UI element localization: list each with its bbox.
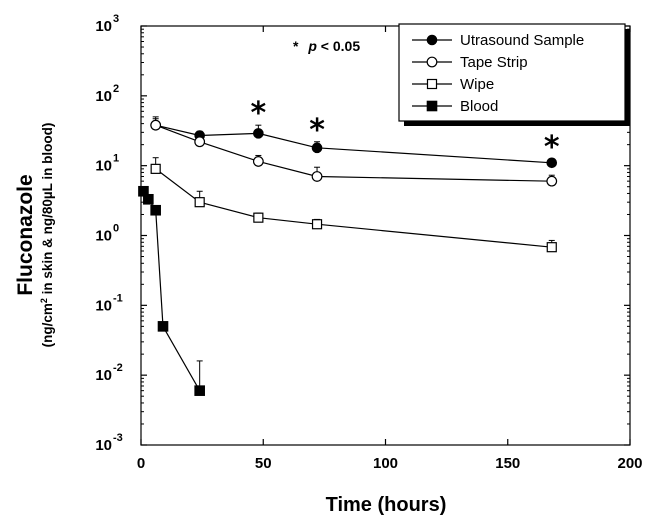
y-tick-exponent: 3 [113, 13, 119, 25]
data-point [426, 100, 438, 112]
x-tick-label: 100 [373, 455, 398, 472]
data-point [426, 78, 438, 90]
data-point [150, 163, 161, 174]
y-tick-label: 10 [95, 18, 112, 35]
legend-item: Utrasound Sample [412, 32, 584, 49]
annotation-star: * [293, 38, 299, 54]
data-point [546, 175, 558, 187]
significance-star: * [544, 130, 560, 165]
x-tick-label: 50 [255, 455, 272, 472]
x-tick-label: 150 [495, 455, 520, 472]
legend-item: Blood [412, 98, 498, 115]
legend-label: Blood [460, 98, 498, 115]
y-tick-label: 10 [95, 437, 112, 454]
y-tick-label: 10 [95, 88, 112, 105]
data-point [150, 119, 162, 131]
data-point [194, 136, 206, 148]
y-tick-exponent: 2 [113, 83, 119, 95]
y-subtitle-part: (ng/cm [40, 303, 55, 347]
y-tick-exponent: 0 [113, 223, 119, 235]
data-point [253, 212, 264, 223]
data-point [426, 56, 438, 68]
y-tick-label: 10 [95, 158, 112, 175]
x-tick-label: 200 [617, 455, 642, 472]
data-point [143, 193, 154, 205]
y-axis-title: Fluconazole [14, 174, 37, 295]
significance-star: * [251, 96, 267, 131]
data-point [546, 157, 558, 169]
data-point [253, 128, 264, 139]
y-tick-exponent: -2 [113, 362, 123, 374]
series-line [155, 168, 552, 248]
y-tick-exponent: 1 [113, 153, 119, 165]
p-value-annotation: * p < 0.05 [293, 38, 360, 54]
data-point [150, 204, 161, 216]
y-tick-label: 10 [95, 297, 112, 314]
data-point [157, 321, 169, 332]
y-subtitle-mu: µ [40, 191, 55, 199]
data-point [194, 197, 205, 208]
y-subtitle-superscript: 2 [39, 298, 49, 303]
x-axis-title: Time (hours) [326, 494, 447, 516]
data-point [546, 242, 557, 253]
series-line [155, 124, 552, 182]
data-point [311, 142, 323, 154]
series-open-circle [150, 118, 558, 187]
significance-stars: * * * [251, 96, 560, 165]
legend-label: Wipe [460, 76, 494, 93]
y-axis-subtitle: (ng/cm2 in skin & ng/80µL in blood) [39, 123, 55, 348]
data-point [194, 385, 205, 396]
series-layer [138, 116, 558, 396]
legend-item: Wipe [412, 76, 494, 93]
data-point [311, 219, 323, 230]
series-filled-square [138, 185, 205, 396]
legend-item: Tape Strip [412, 54, 528, 71]
significance-star: * [309, 113, 325, 148]
y-tick-label: 10 [95, 228, 112, 245]
legend-label: Tape Strip [460, 54, 528, 71]
annotation-p: p [307, 38, 317, 54]
data-point [426, 34, 438, 46]
y-subtitle-part: L in blood) [40, 123, 55, 192]
y-subtitle-part: in skin & ng/80 [40, 199, 55, 298]
data-point [252, 156, 264, 167]
data-point [311, 171, 323, 182]
series-line [142, 190, 201, 391]
y-tick-exponent: -1 [113, 292, 123, 304]
series-open-square [150, 157, 557, 253]
y-tick-label: 10 [95, 367, 112, 384]
y-tick-exponent: -3 [113, 432, 123, 444]
series-line [155, 124, 552, 164]
legend-label: Utrasound Sample [460, 32, 584, 49]
x-tick-label: 0 [137, 455, 145, 472]
legend: Utrasound Sample Tape Strip Wipe Blood [398, 23, 630, 126]
annotation-rest: < 0.05 [321, 38, 361, 54]
